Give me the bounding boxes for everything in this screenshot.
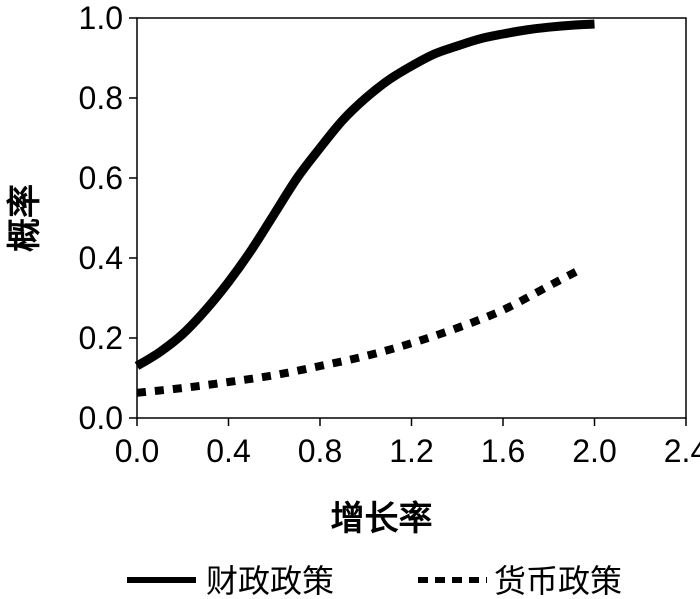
y-tick-label: 0.0: [79, 400, 123, 436]
y-axis: 0.0 0.2 0.4 0.6 0.8 1.0: [79, 0, 137, 436]
x-tick-label: 1.2: [389, 433, 433, 469]
x-tick-label: 1.6: [481, 433, 525, 469]
x-tick-label: 0.4: [206, 433, 250, 469]
y-tick-label: 0.6: [79, 160, 123, 196]
y-tick-label: 0.2: [79, 320, 123, 356]
plot-border: [136, 17, 687, 419]
y-tick-label: 1.0: [79, 0, 123, 36]
legend-label-monetary-policy: 货币政策: [494, 562, 622, 599]
series-layer: [134, 19, 595, 397]
x-axis-title: 增长率: [331, 499, 433, 539]
x-axis: 0.0 0.4 0.8 1.2 1.6 2.0 2.4: [115, 418, 700, 469]
y-tick-label: 0.8: [79, 80, 123, 116]
y-axis-title: 概率: [5, 184, 45, 252]
legend: 财政政策 货币政策: [127, 562, 622, 599]
x-tick-label: 0.8: [298, 433, 342, 469]
x-tick-label: 2.4: [664, 433, 700, 469]
series-line-monetary-policy: [136, 264, 585, 397]
legend-label-fiscal-policy: 财政政策: [206, 562, 334, 599]
series-line-fiscal-policy: [134, 19, 595, 370]
x-tick-label: 2.0: [572, 433, 616, 469]
plot-frame: [136, 17, 687, 419]
y-tick-label: 0.4: [79, 240, 123, 276]
x-tick-label: 0.0: [115, 433, 159, 469]
